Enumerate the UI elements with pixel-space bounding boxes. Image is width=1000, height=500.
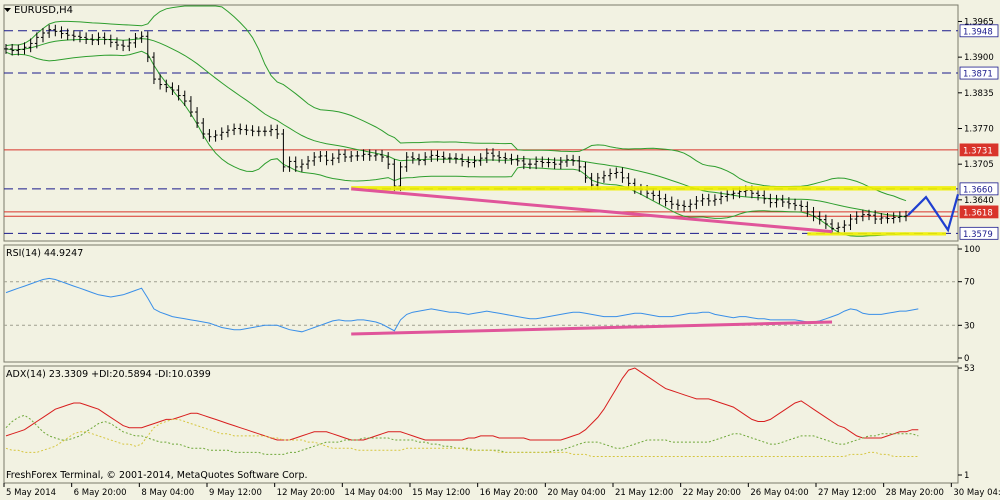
time-tick-label: 12 May 20:00 [277,488,335,498]
price-label-box [959,182,999,196]
symbol-dropdown-icon[interactable] [4,8,11,12]
panel-frame-2 [3,244,959,363]
price-tick-label: 1.3900 [964,53,994,63]
rsi-tick-label: 30 [964,321,975,331]
time-tick-label: 6 May 20:00 [74,488,127,498]
yellow-zone-lower [807,232,946,236]
panel-frame-3 [3,365,959,484]
price-label: 1.3871 [963,70,993,80]
drawn-annotations [351,186,960,236]
price-label: 1.3948 [963,27,993,37]
forecast-path [907,194,960,233]
time-tick-label: 8 May 04:00 [141,488,194,498]
price-label: 1.3579 [963,230,993,240]
rsi-series [5,277,919,333]
price-label-box [959,205,999,219]
price-tick-label: 1.3965 [964,17,994,27]
time-tick-label: 30 May 04:00 [953,488,1000,498]
price-trendline [351,187,833,234]
time-tick-label: 26 May 04:00 [750,488,808,498]
price-tick-label: 1.3835 [964,89,994,99]
time-tick-label: 20 May 04:00 [547,488,605,498]
adx-tick-label: 1 [964,471,969,481]
time-tick-label: 21 May 12:00 [615,488,673,498]
time-tick-label: 28 May 20:00 [886,488,944,498]
bollinger-upper [5,5,907,202]
panel-frame-1 [3,4,959,242]
time-tick-label: 22 May 20:00 [683,488,741,498]
adx-line [5,367,919,441]
time-tick-label: 27 May 12:00 [818,488,876,498]
rsi-title: RSI(14) 44.9247 [6,248,83,259]
price-label: 1.3731 [963,146,993,156]
time-axis: 5 May 2014 6 May 20:00 8 May 04:00 9 May 12… [3,483,1000,498]
time-tick-label: 9 May 12:00 [209,488,262,498]
price-label-box [959,143,999,157]
main-price-panel[interactable]: EURUSD,H4 [4,5,960,237]
time-tick-label: 16 May 20:00 [480,488,538,498]
price-tick-label: 1.3705 [964,160,994,170]
rsi-trendline [351,320,833,336]
candlestick-series [4,24,908,234]
adx-title: ADX(14) 23.3309 +DI:20.5894 -DI:10.0399 [6,369,211,380]
time-tick-label: 5 May 2014 [6,488,56,498]
symbol-title: EURUSD,H4 [14,5,73,16]
rsi-tick-label: 70 [964,278,975,288]
price-label: 1.3660 [963,185,993,195]
time-tick-label: 15 May 12:00 [412,488,470,498]
time-tick-label: 14 May 04:00 [344,488,402,498]
rsi-line [5,277,919,333]
price-label: 1.3618 [963,208,993,218]
adx-tick-label: 53 [964,364,975,374]
rsi-tick-label: 0 [964,354,969,364]
rsi-panel[interactable]: RSI(14) 44.9247 [4,248,958,336]
di-minus-line [5,418,919,457]
yellow-zone-upper [351,186,957,191]
rsi-trendline [351,320,833,336]
rsi-tick-label: 100 [964,245,980,255]
adx-series [5,367,919,457]
bollinger-lower [5,50,907,237]
price-tick-label: 1.3640 [964,196,994,206]
price-label-box [959,66,999,80]
panel-frames [3,4,959,484]
price-axis: 1.3965 1.3900 1.3835 1.3770 1.3705 1.3640 1.39… [958,17,999,481]
price-label-box [959,226,999,240]
price-tick-label: 1.3770 [964,124,994,134]
watermark: FreshForex Terminal, © 2001-2014, MetaQu… [6,470,308,481]
adx-panel[interactable]: ADX(14) 23.3309 +DI:20.5894 -DI:10.0399 … [5,367,919,481]
price-label-box [959,24,999,38]
